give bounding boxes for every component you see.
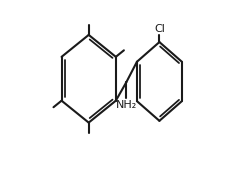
Text: Cl: Cl — [154, 24, 165, 34]
Text: NH₂: NH₂ — [116, 100, 137, 110]
